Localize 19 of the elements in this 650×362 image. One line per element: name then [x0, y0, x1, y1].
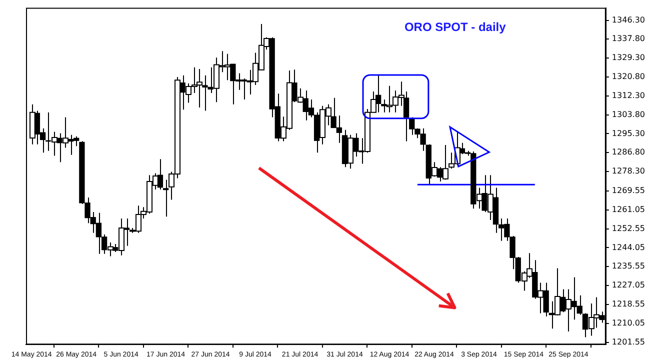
y-tick-label: 1227.05 [612, 280, 646, 290]
y-tick-label: 1303.80 [612, 110, 646, 119]
y-tick-label: 1346.30 [612, 15, 646, 24]
y-tick-label: 1235.55 [612, 262, 646, 271]
y-tick-label: 1278.30 [612, 166, 646, 176]
text: ORO SPOT - daily [404, 20, 506, 34]
y-tick-label: 1329.30 [612, 53, 646, 62]
y-tick-label: 1320.80 [612, 72, 646, 82]
y-tick-label: 1286.80 [612, 148, 646, 157]
y-tick-label: 1244.05 [612, 242, 646, 252]
y-tick-label: 1210.05 [612, 318, 646, 328]
y-tick-label: 1261.05 [612, 204, 646, 214]
y-tick-label: 1312.30 [612, 90, 646, 100]
y-tick-label: 1218.55 [612, 300, 646, 309]
y-tick-label: 1295.30 [612, 128, 646, 138]
y-tick-label: 1269.55 [612, 186, 646, 196]
y-tick-label: 1337.80 [612, 34, 646, 44]
y-tick-label: 1252.55 [612, 224, 646, 233]
y-tick-label: 1201.55 [612, 337, 646, 346]
